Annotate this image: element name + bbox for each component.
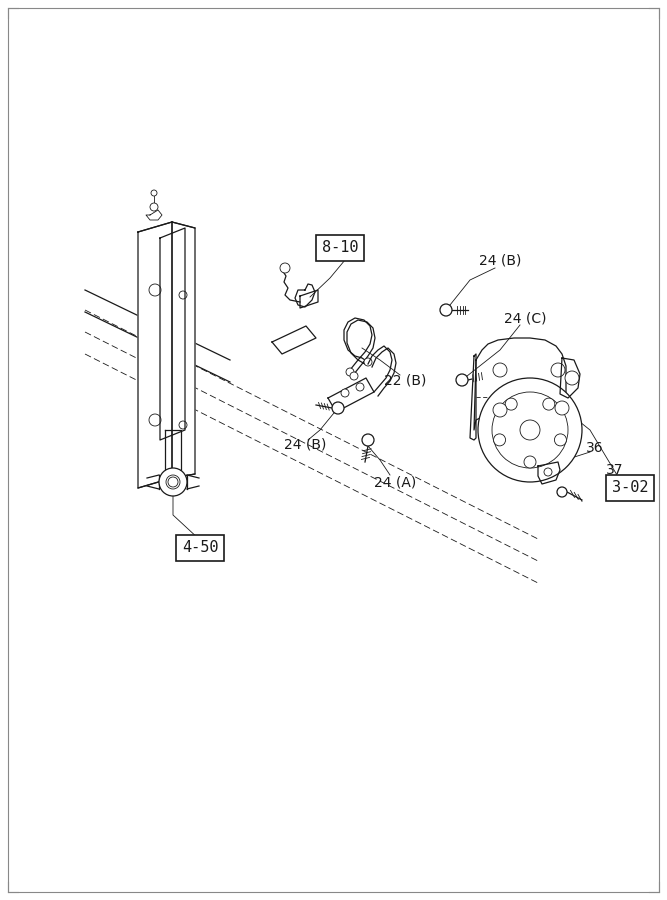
- Polygon shape: [474, 338, 566, 432]
- Circle shape: [492, 392, 568, 468]
- Polygon shape: [165, 430, 181, 470]
- Text: 24 (B): 24 (B): [479, 253, 521, 267]
- Polygon shape: [560, 358, 580, 398]
- Circle shape: [168, 477, 178, 487]
- Circle shape: [543, 398, 555, 410]
- Circle shape: [356, 383, 364, 391]
- Text: 22 (B): 22 (B): [384, 373, 426, 387]
- Circle shape: [494, 434, 506, 446]
- Circle shape: [166, 475, 180, 489]
- Polygon shape: [146, 210, 162, 220]
- Text: 24 (A): 24 (A): [374, 475, 416, 489]
- Polygon shape: [470, 354, 476, 440]
- Circle shape: [551, 363, 565, 377]
- Circle shape: [478, 378, 582, 482]
- Text: 37: 37: [606, 463, 624, 477]
- Text: 3-02: 3-02: [612, 481, 648, 496]
- Text: 8-10: 8-10: [321, 240, 358, 256]
- Circle shape: [350, 372, 358, 380]
- Circle shape: [557, 487, 567, 497]
- Text: 4-50: 4-50: [181, 541, 218, 555]
- Circle shape: [332, 402, 344, 414]
- Circle shape: [362, 434, 374, 446]
- Circle shape: [364, 358, 372, 366]
- Circle shape: [341, 389, 349, 397]
- Polygon shape: [300, 290, 318, 308]
- Circle shape: [149, 414, 161, 426]
- Polygon shape: [172, 222, 195, 478]
- Circle shape: [280, 263, 290, 273]
- Circle shape: [179, 291, 187, 299]
- Polygon shape: [538, 462, 560, 484]
- Text: 24 (C): 24 (C): [504, 311, 546, 325]
- Circle shape: [346, 368, 354, 376]
- Circle shape: [149, 284, 161, 296]
- Circle shape: [179, 421, 187, 429]
- Polygon shape: [272, 326, 316, 354]
- Circle shape: [151, 190, 157, 196]
- Circle shape: [493, 363, 507, 377]
- Circle shape: [565, 371, 579, 385]
- Circle shape: [520, 420, 540, 440]
- Circle shape: [456, 374, 468, 386]
- Circle shape: [493, 403, 507, 417]
- Text: 24 (B): 24 (B): [284, 438, 326, 452]
- Text: 36: 36: [586, 441, 604, 455]
- Polygon shape: [328, 378, 374, 412]
- Circle shape: [555, 401, 569, 415]
- Circle shape: [440, 304, 452, 316]
- Circle shape: [554, 434, 566, 446]
- Circle shape: [544, 468, 552, 476]
- Polygon shape: [138, 222, 172, 488]
- Circle shape: [524, 456, 536, 468]
- Polygon shape: [160, 228, 185, 440]
- Circle shape: [159, 468, 187, 496]
- Circle shape: [150, 203, 158, 211]
- Circle shape: [505, 398, 517, 410]
